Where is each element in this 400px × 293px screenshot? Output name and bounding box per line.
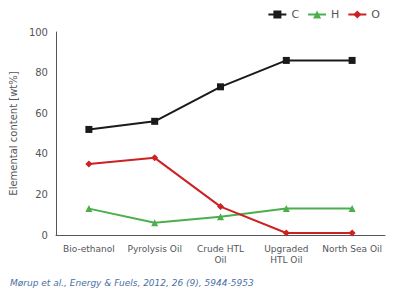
svg-text:Oil: Oil [214, 255, 226, 265]
svg-text:Crude HTL: Crude HTL [197, 244, 244, 254]
svg-text:Pyrolysis Oil: Pyrolysis Oil [127, 244, 181, 254]
svg-text:100: 100 [29, 27, 48, 38]
svg-text:80: 80 [35, 67, 48, 78]
svg-text:40: 40 [35, 148, 48, 159]
svg-text:Bio-ethanol: Bio-ethanol [63, 244, 115, 254]
svg-text:Upgraded: Upgraded [264, 244, 308, 254]
svg-text:Mørup et al., Energy & Fuels,: Mørup et al., Energy & Fuels, 2012, 26 (… [10, 278, 254, 288]
svg-text:Elemental content [wt%]: Elemental content [wt%] [8, 71, 19, 195]
svg-text:60: 60 [35, 108, 48, 119]
svg-text:HTL Oil: HTL Oil [270, 255, 302, 265]
svg-text:O: O [371, 8, 380, 21]
svg-text:North Sea Oil: North Sea Oil [322, 244, 382, 254]
svg-text:20: 20 [35, 189, 48, 200]
svg-text:0: 0 [42, 230, 48, 241]
svg-text:C: C [291, 8, 299, 21]
svg-text:H: H [331, 8, 339, 21]
